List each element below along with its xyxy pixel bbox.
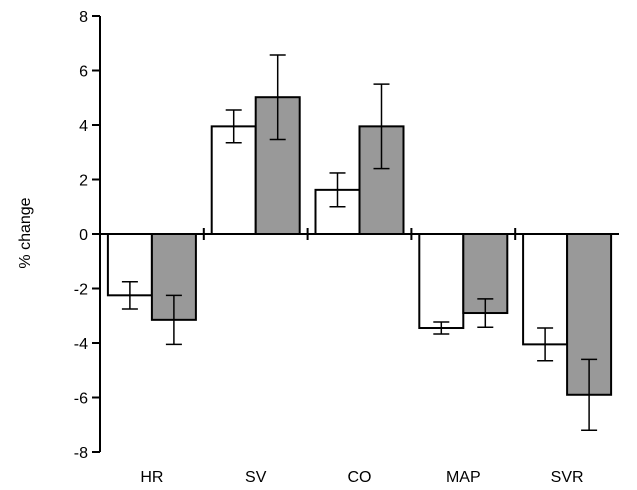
category-label-map: MAP xyxy=(446,469,481,486)
error-bars xyxy=(121,54,598,431)
category-label-co: CO xyxy=(348,469,372,486)
y-tick-label: 4 xyxy=(79,118,88,135)
bar-map-series-1 xyxy=(418,233,465,330)
category-label-svr: SVR xyxy=(551,469,584,486)
category-labels: HR SV CO MAP SVR xyxy=(140,469,583,486)
y-tick-label: -4 xyxy=(74,336,88,353)
y-axis-title: % change xyxy=(17,197,34,268)
y-tick-label: 6 xyxy=(79,64,88,81)
y-tick-label: -2 xyxy=(74,282,88,299)
category-label-hr: HR xyxy=(140,469,163,486)
category-label-sv: SV xyxy=(245,469,267,486)
y-tick-label: 2 xyxy=(79,173,88,190)
y-tick-label: -8 xyxy=(74,445,88,462)
y-tick-label: 0 xyxy=(79,227,88,244)
y-tick-label: 8 xyxy=(79,9,88,26)
y-axis: 8 6 4 2 0 -2 -4 -6 -8 xyxy=(74,9,101,462)
bars xyxy=(106,96,613,396)
x-axis xyxy=(100,228,619,240)
y-tick-label: -6 xyxy=(74,391,88,408)
